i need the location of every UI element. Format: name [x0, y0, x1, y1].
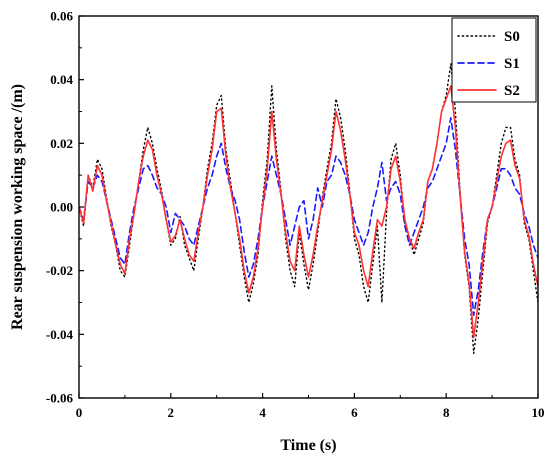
series-layer	[79, 63, 538, 355]
y-axis-title: Rear suspension working space /(m)	[9, 84, 26, 330]
y-tick-label: 0.04	[50, 72, 73, 87]
x-tick-label: 4	[259, 405, 266, 420]
y-tick-label: -0.06	[46, 391, 74, 406]
legend-box	[451, 17, 537, 103]
x-tick-label: 2	[168, 405, 175, 420]
legend-label-s1: S1	[504, 56, 520, 72]
x-axis-ticks: 0 2 4 6 8 10	[76, 393, 545, 420]
x-tick-label: 10	[532, 405, 545, 420]
y-tick-label: -0.02	[46, 263, 73, 278]
y-tick-label: 0.06	[50, 9, 73, 24]
x-tick-label: 8	[443, 405, 450, 420]
y-tick-label: 0.00	[50, 200, 73, 215]
x-tick-label: 6	[351, 405, 358, 420]
legend-label-s0: S0	[504, 29, 520, 45]
x-tick-label: 0	[76, 405, 83, 420]
series-line-s2	[79, 85, 538, 339]
y-tick-label: 0.02	[50, 136, 73, 151]
y-tick-label: -0.04	[46, 327, 74, 342]
y-axis-ticks: -0.06 -0.04 -0.02 0.00 0.02 0.04 0.06	[46, 9, 84, 406]
x-axis-title: Time (s)	[280, 437, 336, 454]
legend-label-s2: S2	[504, 83, 520, 99]
legend: S0 S1 S2	[451, 17, 537, 103]
